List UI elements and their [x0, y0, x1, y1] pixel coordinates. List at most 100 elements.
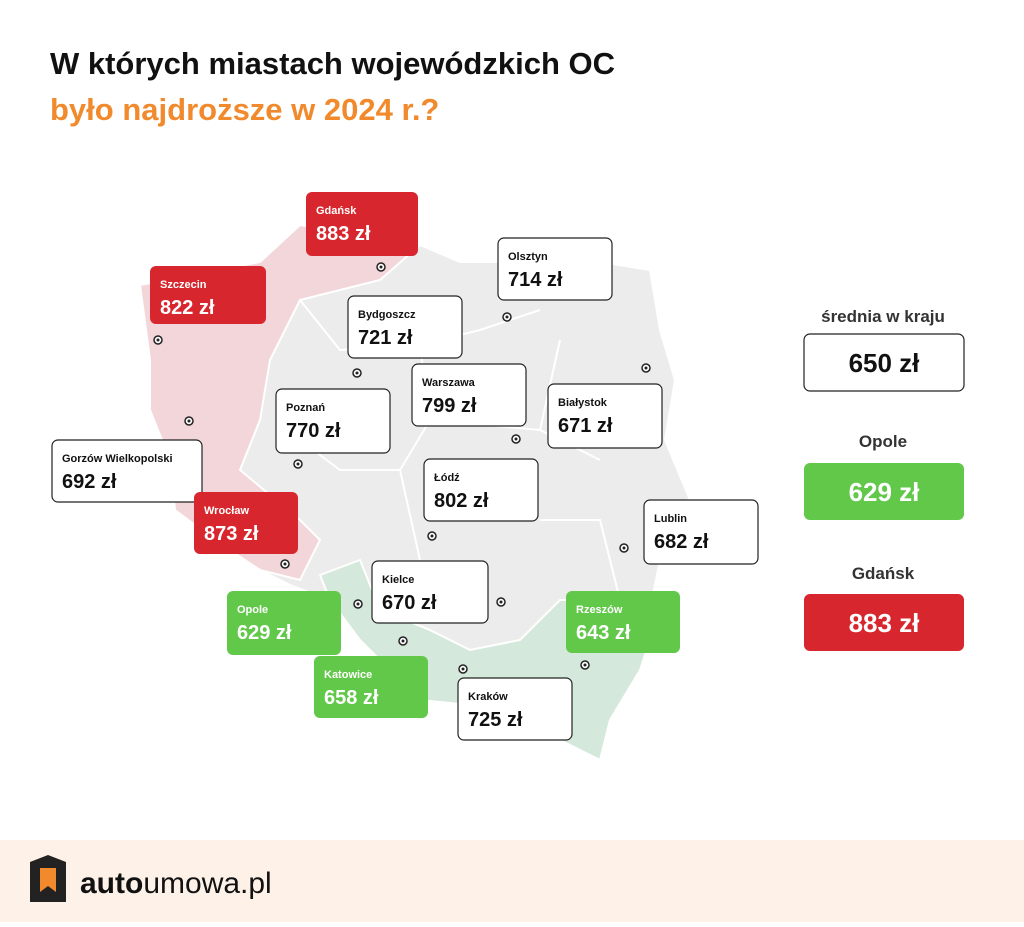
city-label: Warszawa 799 zł — [411, 363, 527, 444]
summary-box — [804, 463, 964, 520]
city-name: Gdańsk — [316, 205, 357, 217]
brand-bold: auto — [80, 867, 143, 900]
city-dot-center — [156, 338, 160, 342]
city-dot-center — [355, 371, 359, 375]
city-label: Białystok 671 zł — [547, 363, 663, 449]
city-price: 799 zł — [422, 395, 477, 417]
city-name: Kielce — [382, 574, 414, 586]
city-box — [411, 363, 527, 427]
summary-price: 650 zł — [849, 348, 921, 378]
city-label: Katowice 658 zł — [314, 636, 428, 718]
city-name: Łódź — [434, 472, 460, 484]
brand: autoumowa.pl — [80, 867, 272, 900]
city-box — [547, 383, 663, 449]
city-name: Wrocław — [204, 505, 249, 517]
city-label: Olsztyn 714 zł — [497, 237, 613, 322]
city-label: Wrocław 873 zł — [194, 492, 298, 569]
city-name: Poznań — [286, 402, 325, 414]
city-name: Opole — [237, 604, 268, 616]
footer — [0, 840, 1024, 922]
city-dot-center — [379, 265, 383, 269]
city-dot-center — [296, 462, 300, 466]
city-label: Lublin 682 zł — [619, 499, 759, 565]
city-name: Szczecin — [160, 279, 207, 291]
city-box — [643, 499, 759, 565]
city-label: Gdańsk 883 zł — [306, 192, 418, 272]
summary-box — [803, 333, 965, 392]
city-name: Warszawa — [422, 377, 476, 389]
brand-rest: umowa.pl — [143, 867, 271, 900]
city-box — [194, 492, 298, 554]
city-label: Gorzów Wielkopolski 692 zł — [51, 416, 203, 503]
city-price: 643 zł — [576, 622, 631, 644]
city-dot-center — [461, 667, 465, 671]
city-box — [306, 192, 418, 256]
city-price: 658 zł — [324, 687, 379, 709]
city-label: Poznań 770 zł — [275, 388, 391, 469]
city-label: Opole 629 zł — [227, 591, 363, 655]
city-label: Rzeszów 643 zł — [566, 591, 680, 670]
city-price: 873 zł — [204, 523, 259, 545]
city-dot-center — [644, 366, 648, 370]
city-price: 692 zł — [62, 471, 117, 493]
city-name: Białystok — [558, 397, 608, 409]
city-price: 822 zł — [160, 297, 215, 319]
city-box — [423, 458, 539, 522]
city-dot-center — [505, 315, 509, 319]
summary-label: średnia w kraju — [821, 307, 945, 326]
logo-icon — [30, 855, 66, 902]
city-price: 725 zł — [468, 709, 523, 731]
city-price: 883 zł — [316, 223, 371, 245]
city-price: 671 zł — [558, 415, 613, 437]
city-label: Bydgoszcz 721 zł — [347, 295, 463, 378]
city-box — [51, 439, 203, 503]
city-dot-center — [430, 534, 434, 538]
city-box — [566, 591, 680, 653]
summary-box — [804, 594, 964, 651]
city-box — [457, 677, 573, 741]
city-box — [275, 388, 391, 454]
city-label: Szczecin 822 zł — [150, 266, 266, 345]
city-box — [347, 295, 463, 359]
city-price: 629 zł — [237, 622, 292, 644]
city-dot-center — [187, 419, 191, 423]
city-label: Łódź 802 zł — [423, 458, 539, 541]
city-name: Olsztyn — [508, 251, 548, 263]
city-dot-center — [356, 602, 360, 606]
summary-price: 629 zł — [849, 477, 921, 507]
city-name: Bydgoszcz — [358, 309, 416, 321]
city-name: Lublin — [654, 513, 687, 525]
summary-panel: średnia w kraju 650 zł Opole 629 zł Gdańsk 88… — [803, 307, 965, 651]
city-label: Kielce 670 zł — [371, 560, 506, 624]
city-name: Kraków — [468, 691, 508, 703]
city-box — [371, 560, 489, 624]
city-box — [150, 266, 266, 324]
city-name: Rzeszów — [576, 604, 623, 616]
city-price: 670 zł — [382, 592, 437, 614]
city-dot-center — [583, 663, 587, 667]
city-price: 770 zł — [286, 420, 341, 442]
city-price: 802 zł — [434, 490, 489, 512]
title: W których miastach wojewódzkich OC — [50, 46, 615, 81]
city-box — [497, 237, 613, 301]
city-dot-center — [622, 546, 626, 550]
city-name: Gorzów Wielkopolski — [62, 453, 173, 465]
city-price: 714 zł — [508, 269, 563, 291]
city-labels: Gdańsk 883 zł Szczecin 822 zł Olsztyn 714 zł B… — [51, 192, 759, 741]
city-dot-center — [401, 639, 405, 643]
city-dot-center — [499, 600, 503, 604]
summary-label: Opole — [859, 432, 907, 451]
city-dot-center — [283, 562, 287, 566]
city-box — [227, 591, 341, 655]
subtitle: było najdroższe w 2024 r.? — [50, 92, 439, 127]
city-dot-center — [514, 437, 518, 441]
city-box — [314, 656, 428, 718]
city-price: 682 zł — [654, 531, 709, 553]
city-label: Kraków 725 zł — [457, 664, 573, 741]
summary-label: Gdańsk — [852, 564, 915, 583]
city-name: Katowice — [324, 669, 372, 681]
summary-price: 883 zł — [849, 608, 921, 638]
city-price: 721 zł — [358, 327, 413, 349]
